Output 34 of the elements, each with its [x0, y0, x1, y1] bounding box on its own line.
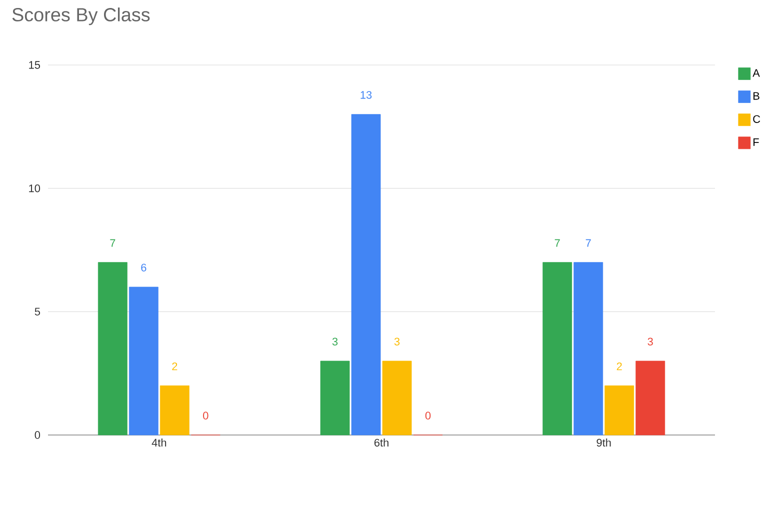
data-label: 13: [360, 91, 372, 99]
x-tick-label: 9th: [596, 438, 611, 447]
bar: [351, 114, 381, 436]
bar: [604, 385, 634, 436]
bar: [382, 360, 412, 436]
data-label: 2: [616, 362, 622, 370]
legend-label: A: [752, 69, 760, 77]
data-label: 0: [203, 412, 208, 420]
data-label: 0: [425, 412, 431, 420]
bar: [160, 385, 190, 436]
y-tick-label: 15: [29, 61, 40, 69]
legend-label: B: [754, 92, 760, 100]
x-tick-label: 4th: [152, 438, 166, 447]
data-label: 2: [172, 362, 178, 370]
bar: [542, 262, 572, 436]
y-tick-label: 5: [34, 308, 40, 316]
y-tick-label: 10: [29, 184, 40, 192]
chart-title: Scores By Class: [12, 8, 150, 26]
bar: [320, 360, 350, 436]
bar: [574, 262, 604, 436]
y-tick-label: 0: [34, 431, 40, 439]
legend-label: C: [753, 115, 760, 123]
bar: [128, 286, 158, 436]
data-label: 3: [648, 338, 653, 346]
data-label: 7: [110, 239, 116, 247]
data-label: 7: [554, 239, 560, 247]
data-label: 6: [141, 264, 146, 272]
data-label: 3: [332, 338, 338, 346]
data-label: 7: [586, 239, 591, 247]
data-label: 3: [394, 338, 400, 346]
x-tick-label: 6th: [374, 438, 388, 447]
legend-label: F: [754, 138, 759, 146]
bar: [98, 262, 128, 436]
bar: [636, 360, 666, 436]
